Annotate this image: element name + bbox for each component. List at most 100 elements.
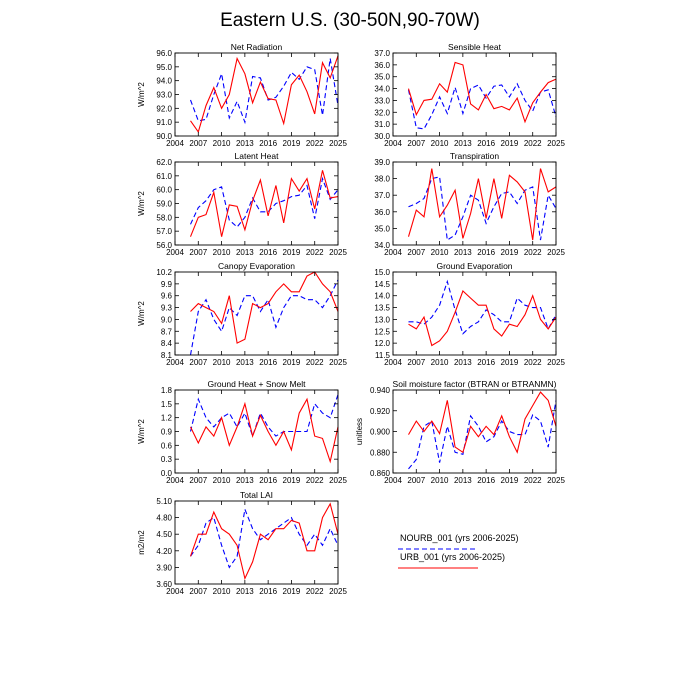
latent-heat-y-axis-label: W/m^2 <box>137 191 146 216</box>
ground-heat-snow-melt-x-tick-label: 2010 <box>213 476 231 485</box>
canopy-evaporation-x-tick-label: 2013 <box>236 358 254 367</box>
chart-soil-moisture-factor: 2004 2007 2010 2013 2016 2019 2022 2025 0.860 0.8… <box>355 379 565 485</box>
canopy-evaporation-series-urb-001 <box>190 271 339 344</box>
net-radiation-y-tick-label: 93.0 <box>156 91 172 100</box>
soil-moisture-factor-y-tick-label: 0.940 <box>370 386 391 395</box>
soil-moisture-factor-x-tick-label: 2019 <box>501 476 519 485</box>
soil-moisture-factor-y-tick-label: 0.900 <box>370 428 391 437</box>
canopy-evaporation-plot-frame <box>174 271 339 356</box>
total-lai-x-tick-label: 2019 <box>283 587 301 596</box>
net-radiation-x-tick-label: 2019 <box>283 139 301 148</box>
ground-heat-snow-melt-x-tick-label: 2007 <box>189 476 207 485</box>
latent-heat-y-tick-label: 56.0 <box>156 241 172 250</box>
ground-heat-snow-melt-x-tick-label: 2004 <box>166 476 184 485</box>
canopy-evaporation-y-axis-label: W/m^2 <box>137 301 146 326</box>
sensible-heat-y-tick-label: 36.0 <box>374 61 390 70</box>
ground-heat-snow-melt-y-tick-label: 1.5 <box>161 400 173 409</box>
ground-evaporation-x-tick-label: 2013 <box>454 358 472 367</box>
total-lai-title: Total LAI <box>240 490 273 500</box>
net-radiation-y-tick-label: 94.0 <box>156 77 172 86</box>
latent-heat-x-tick-label: 2004 <box>166 248 184 257</box>
canopy-evaporation-y-tick-label: 8.1 <box>161 351 173 360</box>
chart-canopy-evaporation: 2004 2007 2010 2013 2016 2019 2022 2025 8.1 8.4 8.… <box>137 261 347 367</box>
soil-moisture-factor-x-tick-label: 2025 <box>547 476 565 485</box>
canopy-evaporation-y-tick-label: 9.6 <box>161 292 173 301</box>
canopy-evaporation-x-tick-label: 2007 <box>189 358 207 367</box>
chart-total-lai: 2004 2007 2010 2013 2016 2019 2022 2025 3.60 3.90… <box>137 490 347 596</box>
ground-heat-snow-melt-x-tick-label: 2025 <box>329 476 347 485</box>
sensible-heat-y-tick-label: 32.0 <box>374 108 390 117</box>
ground-evaporation-y-tick-label: 12.5 <box>374 327 390 336</box>
net-radiation-y-tick-label: 92.0 <box>156 104 172 113</box>
soil-moisture-factor-x-tick-label: 2022 <box>524 476 542 485</box>
canopy-evaporation-y-tick-label: 9.9 <box>161 280 173 289</box>
ground-heat-snow-melt-series-nourb-001 <box>189 394 339 438</box>
total-lai-x-tick-label: 2025 <box>329 587 347 596</box>
net-radiation-series-urb-001 <box>190 55 339 134</box>
total-lai-y-tick-label: 4.80 <box>156 514 172 523</box>
canopy-evaporation-x-tick-label: 2019 <box>283 358 301 367</box>
total-lai-series-urb-001 <box>189 502 339 581</box>
net-radiation-y-tick-label: 96.0 <box>156 49 172 58</box>
total-lai-y-tick-label: 4.20 <box>156 547 172 556</box>
latent-heat-x-tick-label: 2010 <box>213 248 231 257</box>
canopy-evaporation-x-tick-label: 2022 <box>306 358 324 367</box>
canopy-evaporation-y-tick-label: 9.0 <box>161 315 173 324</box>
ground-heat-snow-melt-y-tick-label: 1.8 <box>161 386 173 395</box>
transpiration-y-tick-label: 34.0 <box>374 241 390 250</box>
transpiration-plot-frame <box>392 161 557 246</box>
canopy-evaporation-series-nourb-001 <box>189 279 339 356</box>
canopy-evaporation-x-tick-label: 2010 <box>213 358 231 367</box>
sensible-heat-y-tick-label: 30.0 <box>374 132 390 141</box>
ground-evaporation-y-tick-label: 12.0 <box>374 339 390 348</box>
transpiration-x-tick-label: 2022 <box>524 248 542 257</box>
chart-ground-evaporation: 2004 2007 2010 2013 2016 2019 2022 2025 11.5 12.0… <box>374 261 565 367</box>
transpiration-y-tick-label: 35.0 <box>374 224 390 233</box>
total-lai-x-tick-label: 2013 <box>236 587 254 596</box>
total-lai-x-tick-label: 2016 <box>259 587 277 596</box>
ground-heat-snow-melt-title: Ground Heat + Snow Melt <box>207 379 306 389</box>
transpiration-x-tick-label: 2007 <box>407 248 425 257</box>
ground-heat-snow-melt-y-tick-label: 1.2 <box>161 414 173 423</box>
net-radiation-x-tick-label: 2025 <box>329 139 347 148</box>
latent-heat-series-nourb-001 <box>190 176 339 228</box>
sensible-heat-plot-frame <box>392 52 557 137</box>
ground-heat-snow-melt-y-tick-label: 0.3 <box>161 455 173 464</box>
ground-evaporation-y-tick-label: 14.5 <box>374 280 390 289</box>
net-radiation-x-tick-label: 2013 <box>236 139 254 148</box>
ground-heat-snow-melt-series-urb-001 <box>190 397 339 464</box>
ground-evaporation-y-tick-label: 13.5 <box>374 304 390 313</box>
ground-evaporation-title: Ground Evaporation <box>436 261 512 271</box>
total-lai-y-tick-label: 4.50 <box>156 530 172 539</box>
latent-heat-x-tick-label: 2013 <box>236 248 254 257</box>
sensible-heat-title: Sensible Heat <box>448 42 502 52</box>
sensible-heat-series-nourb-001 <box>407 82 557 130</box>
ground-evaporation-x-tick-label: 2016 <box>477 358 495 367</box>
soil-moisture-factor-x-tick-label: 2010 <box>431 476 449 485</box>
chart-sensible-heat: 2004 2007 2010 2013 2016 2019 2022 2025 30.0 31.0… <box>374 42 565 148</box>
ground-evaporation-x-tick-label: 2025 <box>547 358 565 367</box>
sensible-heat-x-tick-label: 2013 <box>454 139 472 148</box>
total-lai-x-tick-label: 2007 <box>189 587 207 596</box>
sensible-heat-y-tick-label: 31.0 <box>374 120 390 129</box>
total-lai-x-tick-label: 2010 <box>213 587 231 596</box>
ground-evaporation-series-nourb-001 <box>408 279 557 335</box>
canopy-evaporation-y-tick-label: 9.3 <box>161 304 173 313</box>
net-radiation-plot-frame <box>174 52 339 137</box>
latent-heat-y-tick-label: 57.0 <box>156 227 172 236</box>
net-radiation-y-tick-label: 95.0 <box>156 63 172 72</box>
latent-heat-x-tick-label: 2025 <box>329 248 347 257</box>
ground-heat-snow-melt-x-tick-label: 2022 <box>306 476 324 485</box>
ground-heat-snow-melt-x-tick-label: 2019 <box>283 476 301 485</box>
net-radiation-y-tick-label: 90.0 <box>156 132 172 141</box>
ground-evaporation-y-tick-label: 11.5 <box>375 351 391 360</box>
chart-transpiration: 2004 2007 2010 2013 2016 2019 2022 2025 34.0 35.0… <box>374 151 565 257</box>
transpiration-title: Transpiration <box>450 151 500 161</box>
ground-heat-snow-melt-y-tick-label: 0.9 <box>161 428 173 437</box>
transpiration-y-tick-label: 38.0 <box>374 175 390 184</box>
transpiration-x-tick-label: 2016 <box>477 248 495 257</box>
soil-moisture-factor-y-tick-label: 0.860 <box>370 469 391 478</box>
ground-evaporation-x-tick-label: 2010 <box>431 358 449 367</box>
sensible-heat-x-tick-label: 2007 <box>407 139 425 148</box>
